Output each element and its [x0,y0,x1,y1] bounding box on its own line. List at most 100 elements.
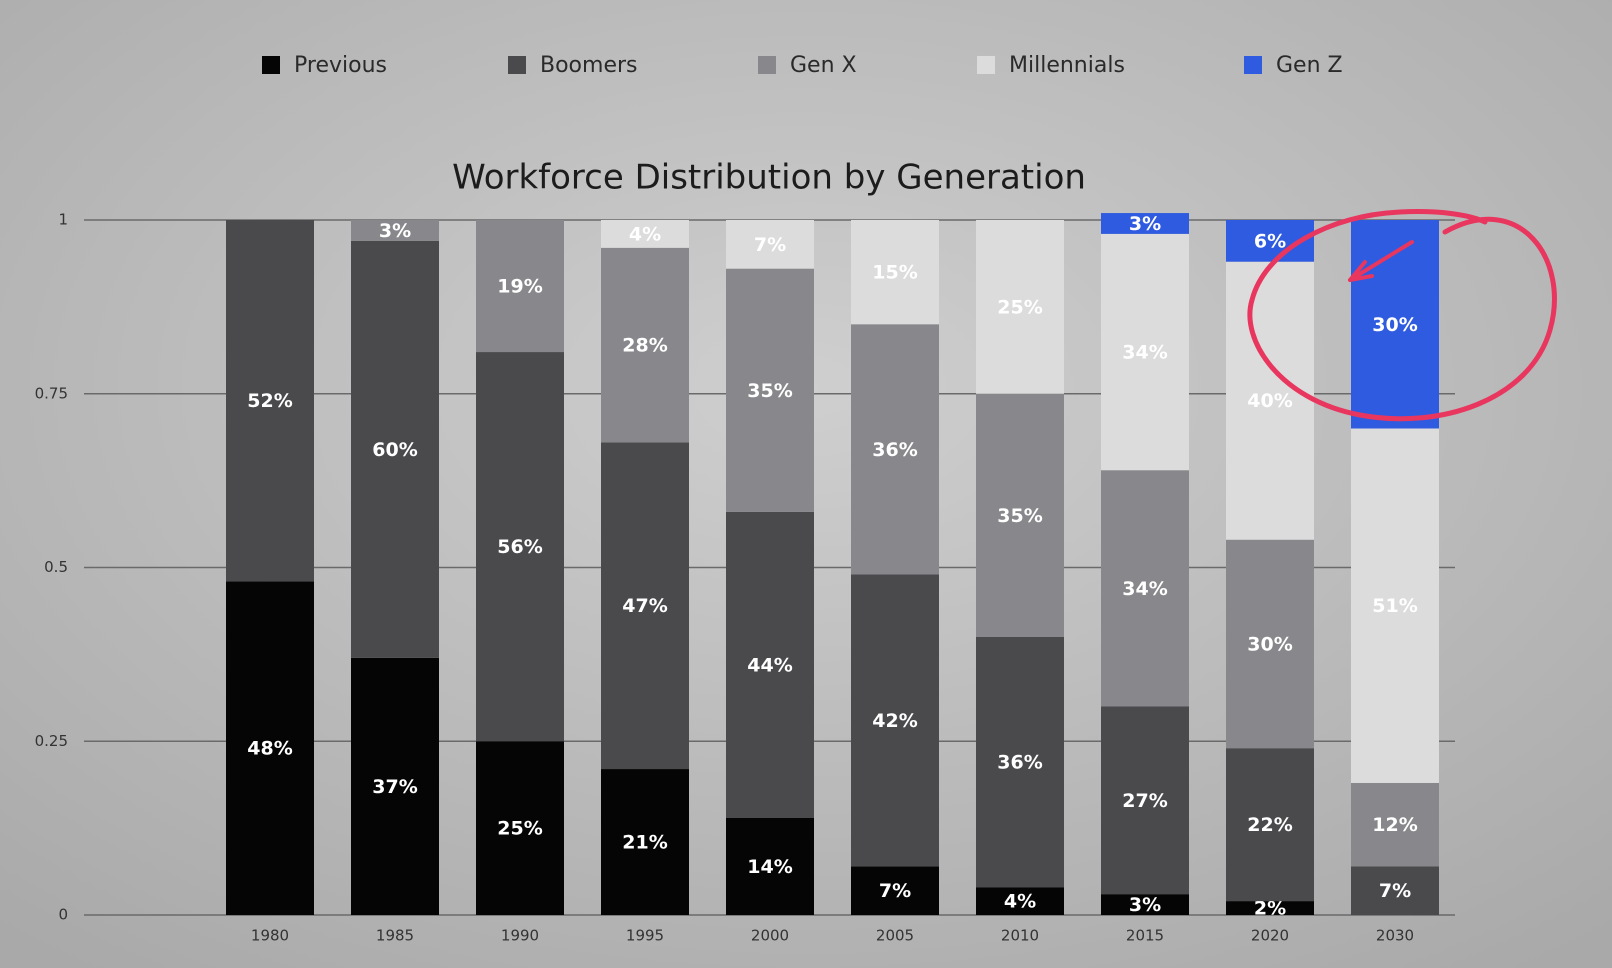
bar-segment [226,581,314,915]
legend-label: Gen Z [1276,53,1343,78]
bar-segment [726,817,814,915]
data-label: 3% [379,220,411,242]
data-label: 4% [1004,891,1036,913]
annotation-arrow [1348,240,1414,282]
data-label: 19% [497,276,542,298]
data-label: 6% [1254,230,1286,252]
data-label: 27% [1122,790,1167,812]
data-label: 42% [872,710,917,732]
data-label: 7% [879,880,911,902]
bar-segment [351,240,439,658]
bar-segment [476,352,564,742]
bar-segment [601,247,689,443]
data-label: 51% [1372,595,1417,617]
bar-segment [1226,901,1314,915]
legend-swatch [508,56,526,74]
bar-segment [476,741,564,915]
bar-segment [976,393,1064,637]
data-label: 35% [747,380,792,402]
bar-segment [976,887,1064,915]
data-label: 2% [1254,898,1286,920]
x-tick-label: 1985 [376,927,414,945]
data-label: 15% [872,262,917,284]
bar-segment [851,574,939,867]
bar-segment [226,220,314,582]
legend-label: Boomers [540,53,638,78]
data-label: 40% [1247,390,1292,412]
data-label: 36% [872,439,917,461]
bar-segment [351,657,439,915]
data-label: 34% [1122,578,1167,600]
x-tick-label: 2030 [1376,927,1414,945]
data-label: 48% [247,738,292,760]
data-label: 25% [497,818,542,840]
data-label: 12% [1372,814,1417,836]
data-label: 37% [372,776,417,798]
x-tick-label: 1995 [626,927,664,945]
data-label: 21% [622,832,667,854]
x-tick-label: 2000 [751,927,789,945]
data-label: 35% [997,505,1042,527]
data-label: 7% [1379,880,1411,902]
bar-segment [1101,470,1189,707]
data-label: 52% [247,390,292,412]
data-label: 14% [747,856,792,878]
bar-segment [851,866,939,915]
bar-segment [726,220,814,269]
data-label: 47% [622,595,667,617]
bar-segment [851,324,939,575]
bar-segment [1351,782,1439,867]
chart-title: Workforce Distribution by Generation [452,158,1086,198]
legend-swatch [1244,56,1262,74]
bar-segment [851,220,939,325]
bar-segment [1351,428,1439,783]
bar-segment [1351,866,1439,915]
y-tick-label: 0.25 [35,732,68,750]
bar-segment [976,637,1064,888]
data-label: 4% [629,223,661,245]
x-tick-label: 1990 [501,927,539,945]
bar-segment [726,511,814,818]
data-label: 25% [997,296,1042,318]
legend-swatch [758,56,776,74]
bar-segment [601,769,689,915]
data-label: 28% [622,335,667,357]
legend-label: Previous [294,53,387,78]
bar-segment [1101,894,1189,915]
legend-label: Gen X [790,53,857,78]
data-label: 3% [1129,213,1161,235]
bar-segment [351,220,439,241]
x-tick-label: 1980 [251,927,289,945]
data-label: 60% [372,439,417,461]
bar-segment [601,442,689,770]
data-label: 3% [1129,894,1161,916]
bar-segment [1101,706,1189,895]
bar-segment [601,220,689,248]
data-label: 22% [1247,814,1292,836]
bar-segment [1226,748,1314,902]
y-tick-label: 1 [58,211,68,229]
data-label: 30% [1372,314,1417,336]
bar-segment [976,220,1064,394]
data-label: 34% [1122,342,1167,364]
x-tick-label: 2005 [876,927,914,945]
y-tick-label: 0 [58,906,68,924]
data-label: 44% [747,654,792,676]
x-tick-label: 2020 [1251,927,1289,945]
bar-segment [726,268,814,512]
bar-segment [1101,213,1189,234]
legend: Previous Boomers Gen X Millennials Gen Z [262,53,1343,78]
plot: 0 0.25 0.5 0.75 1 1980 48% 52% 1985 37% 60% 3% 1990 2… [35,211,1455,945]
bar-segment [1226,539,1314,749]
legend-swatch [977,56,995,74]
y-tick-label: 0.75 [35,384,68,402]
data-label: 30% [1247,633,1292,655]
legend-label: Millennials [1009,53,1125,78]
data-label: 7% [754,234,786,256]
x-tick-label: 2015 [1126,927,1164,945]
x-tick-label: 2010 [1001,927,1039,945]
bar-segment [1101,233,1189,471]
legend-swatch [262,56,280,74]
y-tick-label: 0.5 [44,558,68,576]
